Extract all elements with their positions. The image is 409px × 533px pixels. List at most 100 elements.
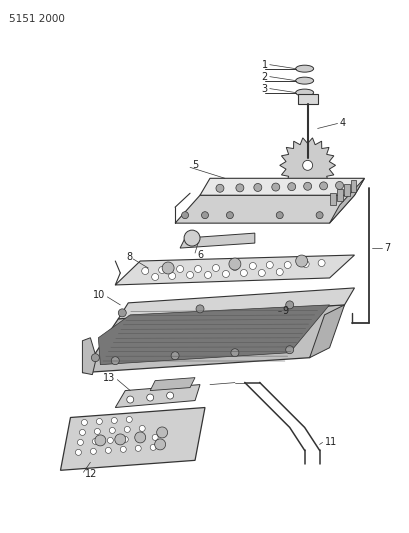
Text: 7: 7 [384, 243, 390, 253]
Circle shape [283, 262, 290, 269]
Polygon shape [150, 377, 195, 391]
Circle shape [204, 271, 211, 278]
Circle shape [235, 184, 243, 192]
Bar [297, 94, 317, 103]
Circle shape [126, 416, 132, 423]
Circle shape [231, 263, 238, 270]
Circle shape [75, 449, 81, 455]
Text: 5151 2000: 5151 2000 [9, 14, 64, 24]
Ellipse shape [295, 65, 313, 72]
Circle shape [271, 183, 279, 191]
Polygon shape [115, 255, 354, 285]
Circle shape [122, 437, 128, 442]
Circle shape [302, 160, 312, 171]
Bar [343, 184, 348, 196]
Bar [336, 189, 342, 201]
Polygon shape [180, 233, 254, 248]
Text: 12: 12 [85, 469, 97, 479]
Polygon shape [82, 305, 344, 373]
Text: 10: 10 [93, 290, 105, 300]
Circle shape [91, 354, 99, 362]
Circle shape [137, 435, 143, 441]
Circle shape [295, 255, 307, 267]
Circle shape [216, 184, 223, 192]
Circle shape [249, 263, 256, 270]
Circle shape [303, 182, 311, 190]
Circle shape [126, 396, 133, 403]
Circle shape [287, 183, 295, 191]
Polygon shape [309, 305, 344, 358]
Circle shape [166, 392, 173, 399]
Circle shape [265, 262, 273, 269]
Polygon shape [118, 288, 354, 319]
Circle shape [335, 182, 343, 189]
Circle shape [158, 266, 165, 273]
Polygon shape [98, 305, 329, 365]
Circle shape [222, 270, 229, 278]
Circle shape [156, 427, 167, 438]
Text: 2: 2 [261, 71, 267, 82]
Circle shape [135, 432, 145, 443]
Polygon shape [279, 138, 335, 193]
Circle shape [124, 426, 130, 432]
Circle shape [135, 446, 141, 451]
Circle shape [184, 230, 200, 246]
Circle shape [226, 212, 233, 219]
Polygon shape [200, 179, 364, 195]
Circle shape [79, 430, 85, 435]
Circle shape [151, 273, 158, 280]
Circle shape [115, 434, 126, 445]
Circle shape [109, 427, 115, 433]
Circle shape [90, 448, 96, 454]
Circle shape [77, 439, 83, 446]
Circle shape [105, 447, 111, 454]
Bar [259, 301, 277, 323]
Circle shape [186, 271, 193, 278]
Circle shape [92, 439, 98, 445]
Text: 4: 4 [339, 118, 345, 128]
Circle shape [152, 434, 158, 440]
Circle shape [118, 309, 126, 317]
Polygon shape [82, 338, 96, 375]
Circle shape [181, 212, 188, 219]
Text: 5: 5 [191, 160, 198, 171]
Circle shape [285, 301, 293, 309]
Circle shape [81, 419, 87, 425]
Circle shape [111, 417, 117, 423]
Ellipse shape [295, 77, 313, 84]
Circle shape [176, 265, 183, 272]
Ellipse shape [259, 297, 277, 305]
Polygon shape [115, 385, 200, 408]
Circle shape [285, 346, 293, 354]
Bar [329, 193, 335, 205]
Polygon shape [61, 408, 204, 470]
Circle shape [194, 265, 201, 272]
Circle shape [107, 438, 113, 443]
Circle shape [111, 357, 119, 365]
Text: 1: 1 [261, 60, 267, 70]
Circle shape [319, 182, 327, 190]
Circle shape [94, 429, 100, 434]
Text: 8: 8 [126, 252, 132, 262]
Circle shape [168, 272, 175, 279]
Circle shape [201, 212, 208, 219]
Circle shape [146, 394, 153, 401]
Circle shape [317, 260, 324, 266]
Bar [350, 180, 355, 192]
Circle shape [154, 439, 165, 450]
Circle shape [301, 261, 308, 268]
Circle shape [253, 183, 261, 191]
Circle shape [230, 349, 238, 357]
Circle shape [276, 212, 283, 219]
Polygon shape [175, 195, 354, 223]
Polygon shape [329, 179, 364, 223]
Circle shape [276, 269, 283, 276]
Text: 13: 13 [103, 373, 115, 383]
Circle shape [139, 425, 145, 431]
Circle shape [96, 418, 102, 424]
Text: 6: 6 [197, 250, 202, 260]
Circle shape [142, 268, 148, 274]
Circle shape [171, 352, 179, 360]
Circle shape [94, 435, 106, 446]
Circle shape [228, 258, 240, 270]
